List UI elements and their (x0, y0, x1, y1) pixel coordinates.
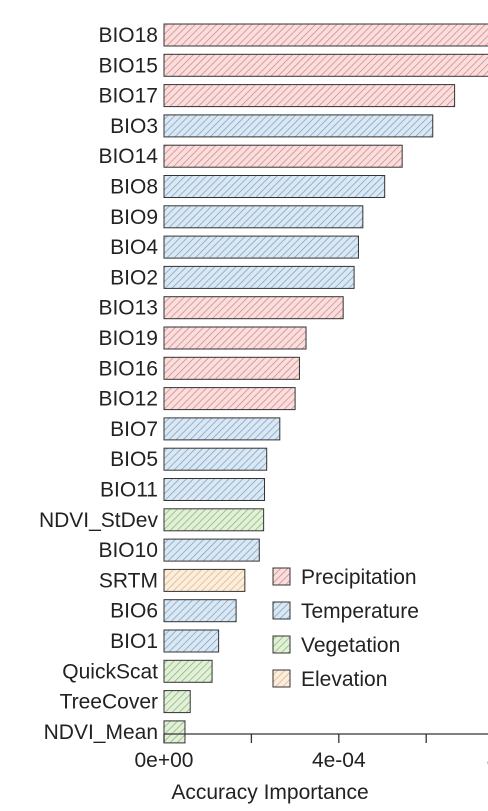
bar-bio11 (163, 478, 266, 501)
bar-srtm (163, 568, 246, 592)
category-label-bio15: BIO15 (98, 54, 158, 77)
category-label-srtm: SRTM (99, 569, 158, 592)
legend-swatch-precipitation (272, 567, 291, 586)
category-label-quickscat: QuickScat (62, 660, 158, 683)
category-label-bio12: BIO12 (98, 388, 158, 411)
bar-bio14 (163, 144, 403, 168)
bar-bio15 (163, 53, 488, 77)
category-label-bio1: BIO1 (110, 630, 158, 653)
category-label-bio4: BIO4 (110, 236, 158, 259)
category-label-bio6: BIO6 (110, 600, 158, 623)
x-tick-label: 4e-04 (312, 749, 366, 772)
category-label-treecover: TreeCover (60, 691, 158, 714)
bar-bio13 (163, 296, 344, 320)
bar-bio7 (163, 417, 281, 441)
bar-bio5 (163, 447, 268, 471)
category-label-ndvi-mean: NDVI_Mean (44, 721, 158, 744)
bar-bio1 (163, 629, 220, 653)
bar-bio10 (163, 538, 260, 562)
category-label-bio5: BIO5 (110, 448, 158, 471)
bar-bio12 (163, 387, 296, 411)
bar-bio18 (163, 23, 488, 47)
bar-treecover (163, 690, 191, 714)
category-label-bio8: BIO8 (110, 176, 158, 199)
legend-swatch-temperature (272, 601, 291, 620)
bar-bio8 (163, 175, 386, 198)
bar-bio9 (163, 205, 364, 229)
bar-bio16 (163, 356, 300, 380)
category-label-bio7: BIO7 (110, 418, 158, 441)
bar-bio19 (163, 326, 307, 350)
legend-swatch-elevation (272, 669, 291, 688)
category-label-bio18: BIO18 (98, 24, 158, 47)
category-label-bio14: BIO14 (98, 145, 158, 168)
bar-quickscat (163, 659, 213, 683)
legend-label-precipitation: Precipitation (301, 566, 417, 589)
category-label-bio9: BIO9 (110, 206, 158, 229)
legend: Precipitation Temperature Vegetation Elevat… (272, 566, 419, 691)
category-label-bio10: BIO10 (98, 539, 158, 562)
category-label-bio19: BIO19 (98, 327, 158, 350)
x-tick-label: 8e-04 (487, 749, 488, 772)
bar-bio3 (163, 114, 434, 138)
x-axis-title: Accuracy Importance (171, 781, 368, 804)
bar-ndvi-mean (163, 720, 186, 744)
bar-bio4 (163, 235, 359, 259)
category-label-bio11: BIO11 (100, 479, 158, 502)
x-tick-label: 0e+00 (135, 749, 194, 772)
bars-layer (163, 23, 488, 744)
category-labels: BIO18 BIO15 BIO17 BIO3 BIO14 BIO8 BIO9 BIO4 BIO2… (39, 24, 159, 744)
bar-bio2 (163, 265, 355, 289)
legend-swatch-vegetation (272, 635, 291, 654)
bar-bio17 (163, 84, 456, 108)
category-label-bio3: BIO3 (110, 115, 158, 138)
category-label-bio2: BIO2 (110, 266, 158, 289)
legend-label-elevation: Elevation (301, 668, 387, 691)
bar-bio6 (163, 599, 237, 623)
category-label-bio16: BIO16 (98, 357, 158, 380)
category-label-bio17: BIO17 (98, 85, 158, 108)
bar-ndvi-stdev (163, 508, 265, 532)
legend-label-vegetation: Vegetation (301, 634, 400, 657)
legend-label-temperature: Temperature (301, 600, 419, 623)
x-axis: 0e+00 4e-04 8e-04 (135, 733, 488, 772)
category-label-ndvi-stdev: NDVI_StDev (39, 509, 159, 532)
category-label-bio13: BIO13 (98, 297, 158, 320)
